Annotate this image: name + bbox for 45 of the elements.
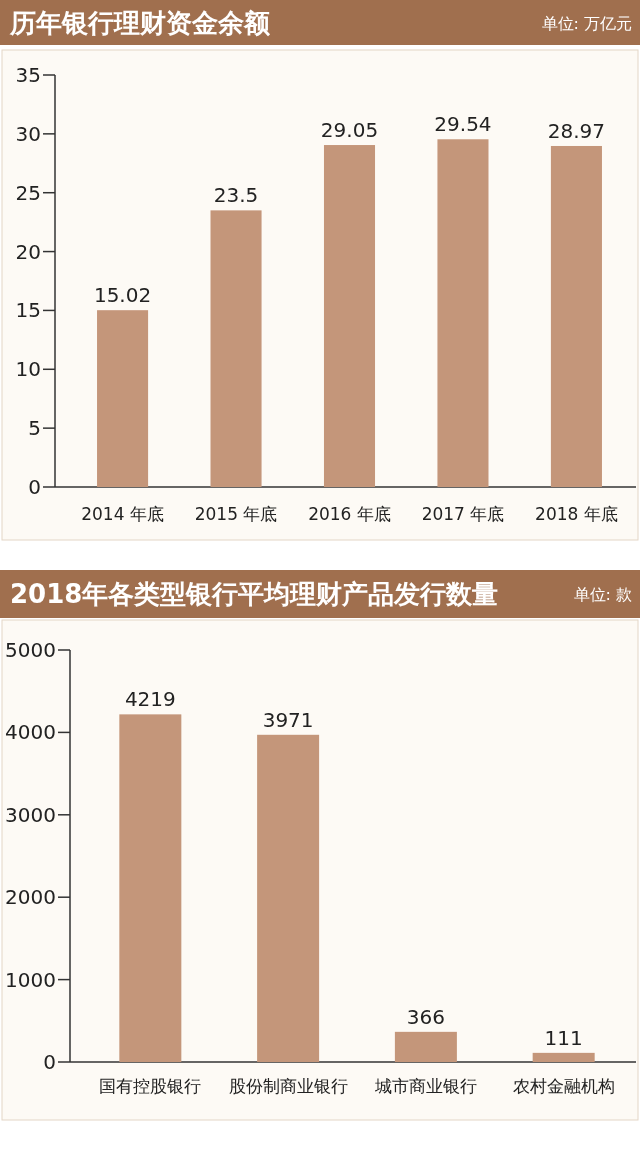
bar [437, 139, 489, 487]
data-label: 15.02 [93, 283, 152, 308]
y-tick-label: 0 [28, 475, 41, 499]
chart-title: 历年银行理财资金余额 [9, 7, 271, 38]
bar [532, 1052, 595, 1062]
chart-title: 2018年各类型银行平均理财产品发行数量 [10, 579, 499, 609]
x-tick-label: 城市商业银行 [373, 1076, 477, 1096]
data-label: 28.97 [547, 118, 606, 143]
bar [394, 1031, 457, 1062]
x-tick-label: 2017 年底 [421, 504, 505, 524]
y-tick-label: 0 [43, 1050, 56, 1074]
data-label: 111 [544, 1025, 583, 1050]
x-tick-label: 股份制商业银行 [228, 1076, 348, 1096]
x-tick-label: 农村金融机构 [512, 1076, 615, 1096]
x-tick-label: 2015 年底 [194, 504, 278, 524]
data-label: 29.54 [434, 112, 492, 137]
data-label: 29.05 [320, 118, 379, 143]
data-label: 3971 [262, 707, 314, 732]
y-tick-label: 4000 [5, 720, 56, 745]
x-tick-label: 2014 年底 [81, 504, 164, 524]
y-tick-label: 5 [28, 416, 41, 441]
bar [210, 210, 262, 487]
bar [97, 310, 149, 487]
bar [119, 714, 182, 1062]
chart-subtitle: 单位: 款 [573, 585, 632, 604]
bar [550, 145, 602, 487]
y-tick-label: 15 [15, 298, 41, 323]
y-tick-label: 2000 [5, 885, 56, 910]
y-tick-label: 20 [15, 239, 41, 264]
bar [257, 734, 320, 1062]
y-tick-label: 25 [15, 180, 41, 205]
y-tick-label: 1000 [5, 967, 56, 992]
data-label: 366 [406, 1004, 445, 1029]
data-label: 23.5 [213, 183, 259, 208]
y-tick-label: 3000 [5, 802, 56, 827]
x-tick-label: 2018 年底 [535, 504, 618, 524]
chart-subtitle: 单位: 万亿元 [541, 13, 632, 33]
y-tick-label: 10 [15, 357, 41, 382]
x-tick-label: 国有控股银行 [99, 1076, 202, 1096]
x-tick-label: 2016 年底 [308, 504, 391, 524]
bar [323, 145, 376, 487]
y-tick-label: 30 [15, 121, 41, 146]
data-label: 4219 [124, 687, 176, 712]
y-tick-label: 35 [15, 63, 41, 87]
y-tick-label: 5000 [5, 638, 56, 662]
